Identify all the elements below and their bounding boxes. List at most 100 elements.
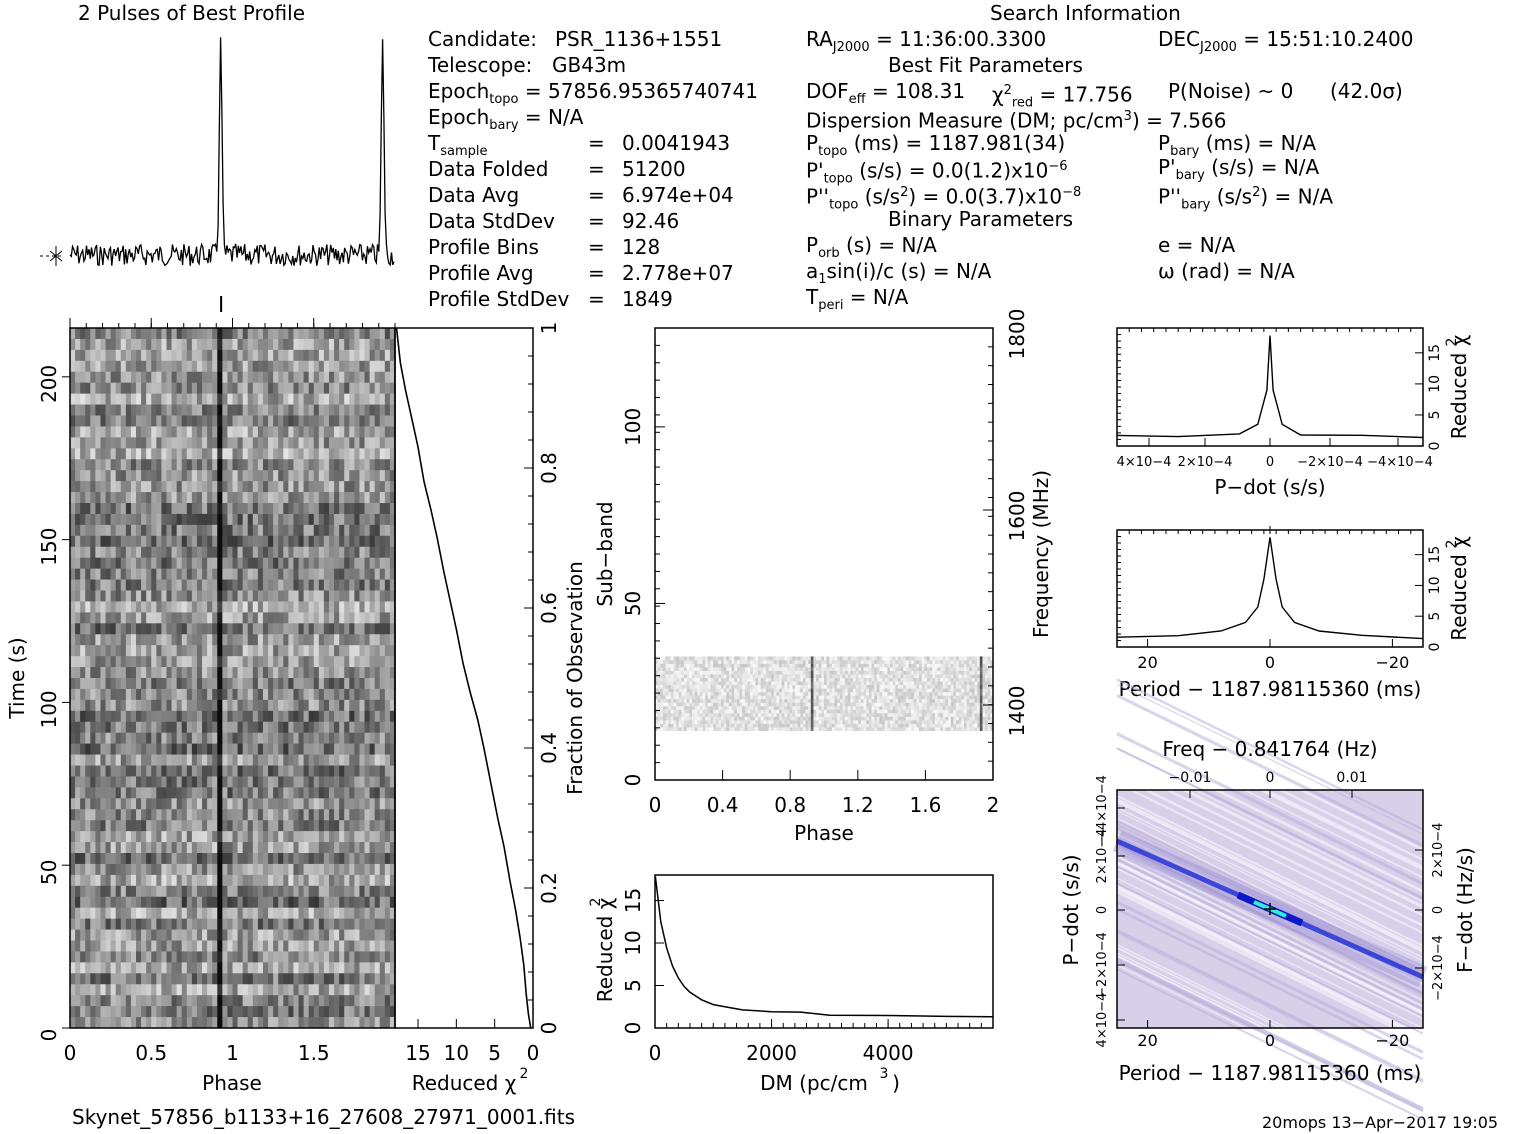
y2-axis-label: Fraction of Observation <box>563 561 587 795</box>
x-axis-label: Phase <box>202 1071 262 1095</box>
x-tick-label: 0 <box>1266 455 1274 470</box>
time-phase-heatmap <box>70 328 395 1028</box>
pdot-chi2-line <box>1117 336 1423 438</box>
x-tick-label: 0 <box>1265 653 1275 672</box>
y2-tick-label: 15 <box>1427 546 1443 564</box>
y2-tick-label: 1400 <box>1005 686 1029 737</box>
y-axis-label: P−dot (s/s) <box>1059 854 1083 965</box>
y-tick-label: −4×10−4 <box>1095 775 1110 841</box>
y-tick-label: 0 <box>621 774 645 787</box>
y-tick-label: 10 <box>621 930 645 955</box>
x-tick-label: 4000 <box>863 1041 914 1065</box>
x-tick-label: 0 <box>649 1041 662 1065</box>
y2-tick-label: 0.8 <box>537 452 561 484</box>
x-tick-label: 15 <box>405 1041 430 1065</box>
dm-chi2-line <box>655 877 993 1017</box>
x-axis-label-sup: 2 <box>520 1066 529 1082</box>
y-tick-label: 15 <box>621 888 645 913</box>
y2-tick-label: 5 <box>1427 612 1443 621</box>
y-axis-label: Time (s) <box>5 637 29 719</box>
dm-chi2-frame <box>655 875 993 1028</box>
y-tick-label: 0 <box>621 1022 645 1035</box>
y2-tick-label: −2×10−4 <box>1431 935 1446 1001</box>
x-tick-label: 2×10−4 <box>1178 455 1233 470</box>
y-tick-label: 150 <box>37 528 61 566</box>
x-axis-label: DM (pc/cm <box>760 1071 868 1095</box>
x-tick-label: 0 <box>1265 1031 1275 1050</box>
x-tick-label: 2000 <box>746 1041 797 1065</box>
y2-axis-label-sup: 2 <box>1444 338 1460 347</box>
period-chi2-line <box>1117 537 1423 638</box>
y2-axis-label-sup: 2 <box>1444 540 1460 549</box>
profile-line <box>70 37 394 265</box>
y-tick-label: 50 <box>37 859 61 884</box>
x-tick-label: 10 <box>444 1041 469 1065</box>
y2-axis-label: Frequency (MHz) <box>1029 470 1053 638</box>
x2-tick-label: 0.01 <box>1336 770 1367 786</box>
x-tick-label: 20 <box>1137 653 1157 672</box>
x2-tick-label: 0 <box>1266 770 1275 786</box>
x-tick-label: 1.2 <box>842 793 874 817</box>
x-tick-label: 0.5 <box>135 1041 167 1065</box>
x-axis-label: Period − 1187.98115360 (ms) <box>1119 677 1422 701</box>
x-tick-label: −2×10−4 <box>1297 455 1363 470</box>
y-tick-label: 100 <box>621 408 645 446</box>
y-tick-label: 4×10−4 <box>1095 993 1110 1048</box>
y-tick-label: 100 <box>37 690 61 728</box>
y2-tick-label: 1600 <box>1005 491 1029 542</box>
y-tick-label: 0 <box>37 1029 61 1042</box>
x-tick-label: 4×10−4 <box>1117 455 1172 470</box>
x-tick-label: 1.5 <box>298 1041 330 1065</box>
x-tick-label: 1.6 <box>909 793 941 817</box>
x-tick-label: 20 <box>1137 1031 1157 1050</box>
y-axis-label: Reduced χ <box>593 898 617 1003</box>
y-axis-label-sup: 2 <box>588 898 604 907</box>
x-tick-label: 0 <box>64 1041 77 1065</box>
x-axis-label-close: ) <box>892 1071 900 1095</box>
x-axis-label-sup: 3 <box>880 1066 889 1082</box>
y2-tick-label: 0 <box>1431 906 1446 914</box>
subband-heatmap <box>655 656 993 731</box>
y2-tick-label: 0 <box>1427 643 1443 652</box>
y2-tick-label: 10 <box>1427 577 1443 595</box>
y2-tick-label: 1 <box>537 322 561 335</box>
x-tick-label: −20 <box>1376 653 1410 672</box>
y2-tick-label: 0.2 <box>537 872 561 904</box>
x-tick-label: 1 <box>226 1041 239 1065</box>
chi2-time-line <box>397 328 531 1028</box>
x-axis-label: Period − 1187.98115360 (ms) <box>1119 1061 1422 1085</box>
y2-tick-label: 0 <box>537 1022 561 1035</box>
y-tick-label: 50 <box>621 591 645 616</box>
y2-tick-label: 0 <box>1427 442 1443 451</box>
y2-tick-label: 10 <box>1427 375 1443 393</box>
y2-axis-label: Reduced χ <box>1447 536 1471 641</box>
y2-axis-label: F−dot (Hz/s) <box>1453 847 1477 973</box>
x-tick-label: 5 <box>488 1041 501 1065</box>
y2-tick-label: 15 <box>1427 344 1443 362</box>
period-chi2-frame <box>1117 530 1423 647</box>
y-tick-label: 5 <box>621 979 645 992</box>
y-tick-label: 200 <box>37 365 61 403</box>
y2-tick-label: 1800 <box>1005 309 1029 360</box>
x2-axis-label: Freq − 0.841764 (Hz) <box>1162 737 1377 761</box>
x-tick-label: 0.8 <box>774 793 806 817</box>
y2-tick-label: 0.6 <box>537 592 561 624</box>
x-axis-label: Phase <box>794 821 854 845</box>
x-tick-label: 0.4 <box>707 793 739 817</box>
y2-tick-label: 0.4 <box>537 732 561 764</box>
y2-axis-label: Reduced χ <box>1447 335 1471 440</box>
x-tick-label: 0 <box>527 1041 540 1065</box>
x-tick-label: −20 <box>1376 1031 1410 1050</box>
x-tick-label: 2 <box>987 793 1000 817</box>
x-tick-label: −4×10−4 <box>1367 455 1433 470</box>
x2-tick-label: −0.01 <box>1169 770 1212 786</box>
y2-tick-label: 5 <box>1427 410 1443 419</box>
y2-tick-label: 2×10−4 <box>1431 823 1446 878</box>
x-axis-label: P−dot (s/s) <box>1214 475 1325 499</box>
x-tick-label: 0 <box>649 793 662 817</box>
y-tick-label: 0 <box>1095 906 1110 914</box>
y-axis-label: Sub−band <box>593 501 617 606</box>
x-axis-label: Reduced χ <box>412 1071 517 1095</box>
y-tick-label: −2×10−4 <box>1095 932 1110 998</box>
